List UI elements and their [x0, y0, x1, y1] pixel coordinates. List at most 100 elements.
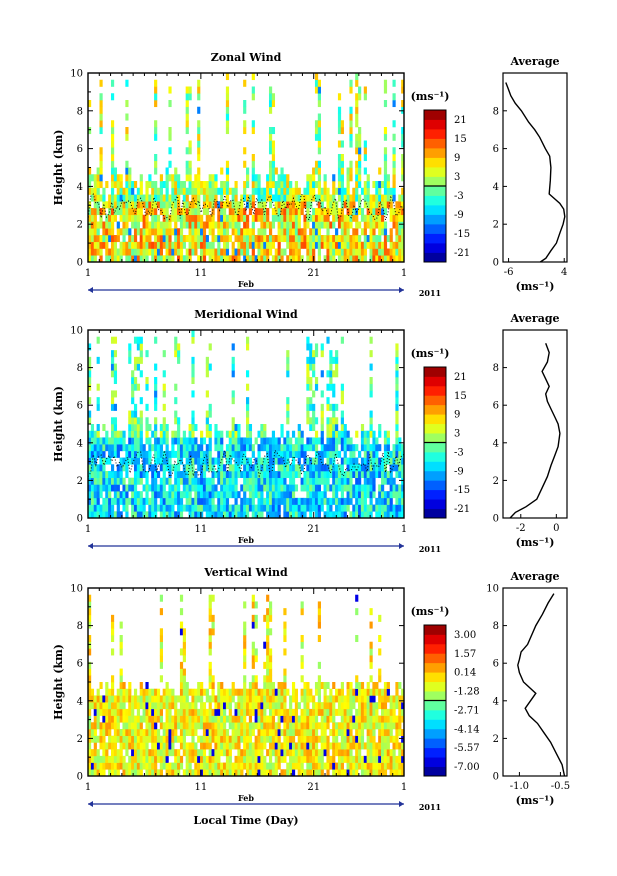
heatmap-cell [220, 444, 224, 452]
heatmap-cell [283, 682, 287, 690]
heatmap-cell [223, 464, 227, 472]
heatmap-cell [188, 497, 192, 505]
heatmap-cell [133, 484, 138, 492]
heatmap-cell [171, 722, 175, 730]
heatmap-cell [263, 424, 267, 432]
heatmap-cell [174, 471, 178, 479]
heatmap-cell [217, 708, 221, 716]
year-label: 2011 [419, 544, 441, 554]
heatmap-cell [110, 160, 115, 168]
heatmap-cell [234, 722, 238, 730]
heatmap-cell [234, 424, 238, 432]
heatmap-cell [320, 729, 324, 737]
heatmap-cell [268, 100, 273, 108]
heatmap-cell [355, 214, 359, 222]
heatmap-cell [246, 174, 250, 182]
heatmap-cell [168, 86, 172, 94]
heatmap-cell [283, 214, 287, 222]
heatmap-cell [372, 255, 376, 263]
heatmap-cell [286, 769, 290, 777]
heatmap-cell [274, 255, 278, 263]
heatmap-cell [102, 769, 106, 777]
heatmap-cell [105, 688, 109, 696]
heatmap-cell [349, 106, 353, 114]
heatmap-cell [102, 228, 106, 236]
heatmap-cell [165, 255, 169, 263]
heatmap-cell [360, 437, 365, 445]
heatmap-cell [300, 504, 304, 512]
heatmap-cell [358, 471, 362, 479]
heatmap-cell [343, 735, 347, 743]
heatmap-cell [337, 688, 342, 696]
heatmap-cell [148, 450, 152, 458]
heatmap-cell [274, 457, 278, 465]
heatmap-cell [188, 167, 192, 175]
heatmap-cell [182, 235, 186, 243]
heatmap-cell [314, 450, 319, 458]
heatmap-cell [185, 708, 189, 716]
heatmap-cell [165, 688, 169, 696]
heatmap-cell [93, 471, 97, 479]
heatmap-cell [142, 504, 146, 512]
heatmap-cell [202, 208, 207, 216]
heatmap-cell [289, 755, 293, 763]
heatmap-cell [171, 749, 175, 757]
heatmap-cell [174, 450, 178, 458]
heatmap-cell [231, 194, 235, 202]
heatmap-cell [266, 174, 270, 182]
heatmap-cell [151, 491, 155, 499]
heatmap-cell [335, 424, 339, 432]
heatmap-cell [263, 235, 267, 243]
heatmap-cell [291, 688, 296, 696]
heatmap-cell [214, 444, 218, 452]
heatmap-cell [320, 201, 324, 209]
heatmap-cell [119, 641, 123, 649]
heatmap-cell [90, 769, 95, 777]
heatmap-cell [168, 147, 172, 155]
heatmap-cell [254, 471, 258, 479]
heatmap-cell [346, 194, 350, 202]
heatmap-cell [266, 477, 270, 485]
heatmap-cell [88, 417, 92, 425]
heatmap-cell [128, 695, 132, 703]
heatmap-cell [171, 201, 175, 209]
heatmap-cell [208, 755, 212, 763]
heatmap-cell [260, 208, 264, 216]
heatmap-cell [274, 201, 278, 209]
heatmap-cell [257, 174, 261, 182]
heatmap-cell [231, 208, 235, 216]
heatmap-cell [254, 174, 258, 182]
heatmap-cell [303, 749, 307, 757]
heatmap-cell [151, 511, 155, 519]
heatmap-cell [156, 504, 161, 512]
heatmap-cell [349, 214, 353, 222]
heatmap-cell [133, 735, 138, 743]
heatmap-cell [243, 722, 247, 730]
heatmap-cell [243, 729, 247, 737]
heatmap-cell [217, 762, 221, 770]
heatmap-cell [105, 484, 109, 492]
heatmap-cell [294, 471, 299, 479]
heatmap-cell [205, 769, 209, 777]
heatmap-cell [202, 504, 207, 512]
heatmap-cell [335, 504, 339, 512]
heatmap-cell [194, 437, 198, 445]
heatmap-cell [257, 187, 261, 195]
heatmap-cell [131, 762, 135, 770]
heatmap-cell [283, 201, 287, 209]
heatmap-cell [306, 749, 310, 757]
heatmap-cell [243, 248, 247, 256]
heatmap-cell [197, 477, 201, 485]
colorbar-unit: (ms⁻¹) [411, 347, 450, 360]
heatmap-cell [159, 594, 163, 602]
heatmap-cell [177, 235, 181, 243]
heatmap-cell [197, 235, 201, 243]
heatmap-cell [395, 235, 399, 243]
heatmap-cell [151, 688, 155, 696]
y-tick-label: 2 [77, 220, 83, 231]
heatmap-cell [110, 255, 115, 263]
heatmap-cell [108, 702, 112, 710]
heatmap-cell [349, 201, 353, 209]
heatmap-cell [110, 208, 115, 216]
heatmap-cell [297, 457, 301, 465]
